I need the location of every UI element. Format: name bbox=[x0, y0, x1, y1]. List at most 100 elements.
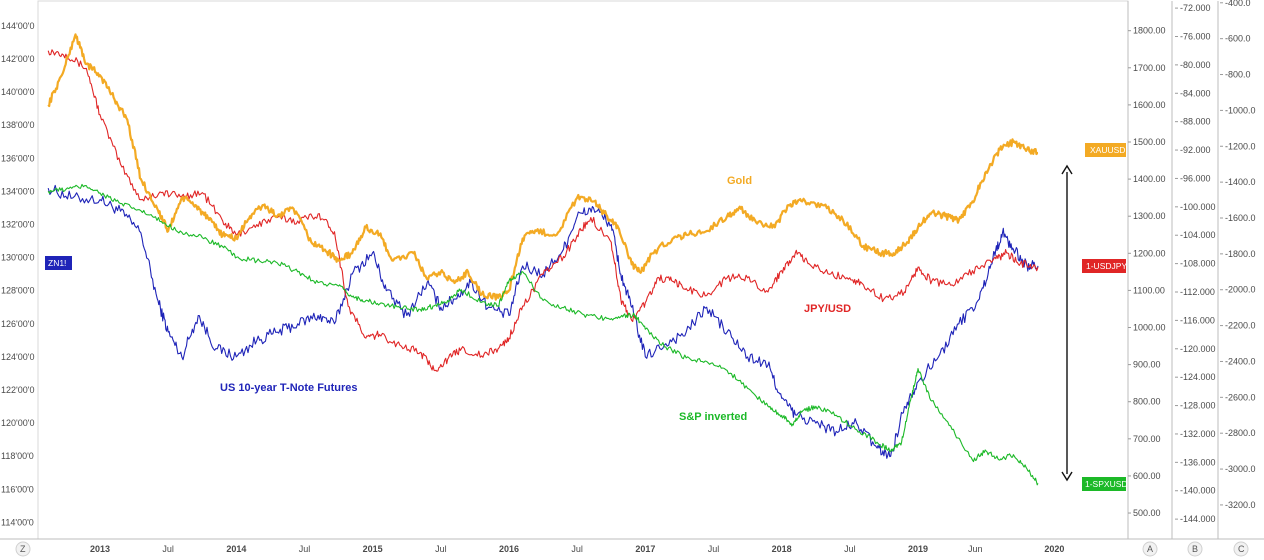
usdjpy-tick: -100.000 bbox=[1180, 202, 1216, 212]
usdjpy-tick: -116.000 bbox=[1180, 315, 1215, 325]
x-tick-label: 2015 bbox=[363, 544, 383, 554]
gold-tick: 700.00 bbox=[1133, 434, 1161, 444]
corner-z[interactable]: Z bbox=[15, 541, 31, 557]
gold-tick: 1500.00 bbox=[1133, 137, 1166, 147]
left-axis: 144'00'0 142'00'0 140'00'0 138'00'0 136'00'0… bbox=[1, 21, 34, 528]
gold-tick: 1300.00 bbox=[1133, 211, 1166, 221]
usdjpy-tick: -104.000 bbox=[1180, 230, 1216, 240]
gold-axis: 1800.00 1700.00 1600.00 1500.00 1400.00 1300.… bbox=[1128, 26, 1166, 518]
badge-zn1: ZN1! bbox=[45, 256, 72, 270]
corner-b[interactable]: B bbox=[1187, 541, 1203, 557]
gold-tick: 1400.00 bbox=[1133, 174, 1166, 184]
series-line-left bbox=[47, 184, 1039, 459]
label-jpyusd: JPY/USD bbox=[804, 303, 851, 315]
x-tick-label: 2013 bbox=[90, 544, 110, 554]
left-tick: 142'00'0 bbox=[1, 54, 34, 64]
spx-tick: -1200.0 bbox=[1225, 141, 1256, 151]
x-tick-label: Jun bbox=[968, 544, 983, 554]
usdjpy-tick: -140.000 bbox=[1180, 486, 1216, 496]
usdjpy-tick: -92.000 bbox=[1180, 145, 1211, 155]
gold-tick: 1200.00 bbox=[1133, 248, 1166, 258]
svg-text:A: A bbox=[1147, 544, 1153, 554]
left-tick: 126'00'0 bbox=[1, 319, 34, 329]
spx-tick: -1600.0 bbox=[1225, 213, 1256, 223]
left-tick: 114'00'0 bbox=[1, 517, 34, 527]
x-tick-label: 2020 bbox=[1044, 544, 1064, 554]
spx-tick: -1400.0 bbox=[1225, 177, 1256, 187]
svg-text:B: B bbox=[1192, 544, 1198, 554]
usdjpy-tick: -88.000 bbox=[1180, 117, 1211, 127]
gold-tick: 1000.00 bbox=[1133, 323, 1166, 333]
spx-tick: -2800.0 bbox=[1225, 428, 1256, 438]
left-tick: 128'00'0 bbox=[1, 286, 34, 296]
gold-tick: 800.00 bbox=[1133, 397, 1161, 407]
left-tick: 132'00'0 bbox=[1, 219, 34, 229]
corner-a[interactable]: A bbox=[1142, 541, 1158, 557]
svg-text:Z: Z bbox=[20, 544, 26, 554]
left-tick: 130'00'0 bbox=[1, 253, 34, 263]
usdjpy-tick: -128.000 bbox=[1180, 401, 1216, 411]
left-tick: 138'00'0 bbox=[1, 120, 34, 130]
x-tick-label: Jul bbox=[435, 544, 447, 554]
usdjpy-tick: -84.000 bbox=[1180, 88, 1211, 98]
usdjpy-tick: -80.000 bbox=[1180, 60, 1211, 70]
left-tick: 124'00'0 bbox=[1, 352, 34, 362]
usdjpy-tick: -112.000 bbox=[1180, 287, 1215, 297]
spx-tick: -1800.0 bbox=[1225, 249, 1256, 259]
label-gold: Gold bbox=[727, 175, 752, 187]
left-tick: 136'00'0 bbox=[1, 153, 34, 163]
spx-tick: -400.0 bbox=[1225, 0, 1251, 8]
spx-tick: -2000.0 bbox=[1225, 285, 1256, 295]
usdjpy-tick: -120.000 bbox=[1180, 344, 1216, 354]
divergence-arrow bbox=[1061, 164, 1073, 482]
gold-tick: 1800.00 bbox=[1133, 26, 1166, 36]
plot-area bbox=[37, 0, 1129, 540]
spx-axis: -400.0 -600.0 -800.0 -1000.0 -1200.0 -1400.0 -… bbox=[1220, 0, 1256, 510]
usdjpy-tick: -76.000 bbox=[1180, 31, 1211, 41]
spx-tick: -2400.0 bbox=[1225, 356, 1256, 366]
series-line-gold bbox=[47, 33, 1039, 301]
badge-xauusd: XAUUSD bbox=[1085, 143, 1126, 157]
left-tick: 116'00'0 bbox=[1, 484, 34, 494]
usdjpy-tick: -108.000 bbox=[1180, 259, 1216, 269]
spx-tick: -3200.0 bbox=[1225, 500, 1256, 510]
gold-tick: 1600.00 bbox=[1133, 100, 1166, 110]
label-sp-inverted: S&P inverted bbox=[679, 411, 747, 423]
gold-tick: 500.00 bbox=[1133, 508, 1161, 518]
left-tick: 118'00'0 bbox=[1, 451, 34, 461]
usdjpy-axis: -72.000 -76.000 -80.000 -84.000 -88.000 -92.0… bbox=[1175, 3, 1216, 524]
svg-text:1-SPXUSD: 1-SPXUSD bbox=[1085, 479, 1128, 489]
usdjpy-tick: -132.000 bbox=[1180, 429, 1216, 439]
corner-c[interactable]: C bbox=[1233, 541, 1249, 557]
left-tick: 134'00'0 bbox=[1, 186, 34, 196]
spx-tick: -3000.0 bbox=[1225, 464, 1256, 474]
series-line-usdjpy bbox=[47, 49, 1039, 372]
usdjpy-tick: -96.000 bbox=[1180, 173, 1211, 183]
gold-tick: 600.00 bbox=[1133, 471, 1161, 481]
svg-text:1-USDJPY: 1-USDJPY bbox=[1086, 261, 1127, 271]
gold-tick: 900.00 bbox=[1133, 360, 1161, 370]
label-tnote: US 10-year T-Note Futures bbox=[220, 382, 358, 394]
x-tick-label: 2014 bbox=[226, 544, 246, 554]
spx-tick: -800.0 bbox=[1225, 70, 1251, 80]
svg-text:ZN1!: ZN1! bbox=[48, 258, 66, 268]
x-tick-label: 2019 bbox=[908, 544, 928, 554]
x-axis: 2013 Jul 2014 Jul 2015 Jul 2016 Jul 2017 Jul 2018 J… bbox=[90, 544, 1064, 554]
x-tick-label: Jul bbox=[571, 544, 583, 554]
gold-tick: 1700.00 bbox=[1133, 63, 1166, 73]
spx-tick: -2600.0 bbox=[1225, 392, 1256, 402]
left-tick: 140'00'0 bbox=[1, 87, 34, 97]
x-tick-label: Jul bbox=[162, 544, 174, 554]
spx-tick: -2200.0 bbox=[1225, 321, 1256, 331]
badge-usdjpy: 1-USDJPY bbox=[1082, 259, 1127, 273]
usdjpy-tick: -124.000 bbox=[1180, 372, 1216, 382]
usdjpy-tick: -136.000 bbox=[1180, 457, 1216, 467]
series-line-spx bbox=[47, 183, 1039, 486]
badge-spxusd: 1-SPXUSD bbox=[1082, 477, 1128, 491]
left-tick: 144'00'0 bbox=[1, 21, 34, 31]
spx-tick: -600.0 bbox=[1225, 34, 1251, 44]
usdjpy-tick: -144.000 bbox=[1180, 514, 1216, 524]
svg-text:XAUUSD: XAUUSD bbox=[1090, 145, 1125, 155]
left-tick: 122'00'0 bbox=[1, 385, 34, 395]
